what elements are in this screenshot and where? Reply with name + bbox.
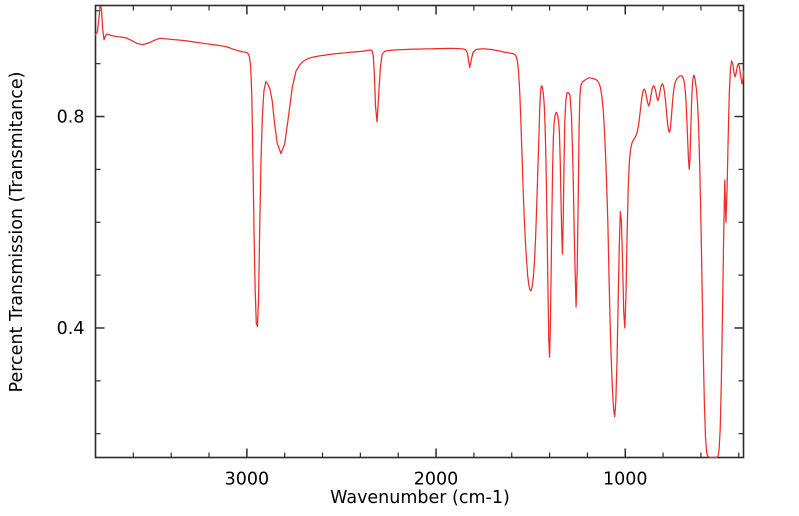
x-axis-tick-labels: 3000 2000 1000 [225, 470, 648, 490]
x-axis-ticks [132, 5, 740, 458]
y-axis-label: Percent Transmission (Transmitance) [7, 72, 27, 393]
y-axis-ticks [95, 10, 744, 435]
spectrum-trace [95, 6, 744, 458]
x-tick-label: 1000 [603, 470, 648, 490]
x-axis-label: Wavenumber (cm-1) [330, 488, 510, 508]
y-axis-tick-labels: 0.8 0.4 [57, 108, 85, 339]
y-tick-label: 0.8 [57, 108, 85, 128]
plot-frame [94, 4, 745, 459]
y-tick-label: 0.4 [57, 319, 85, 339]
x-tick-label: 3000 [225, 470, 270, 490]
x-tick-label: 2000 [414, 470, 459, 490]
